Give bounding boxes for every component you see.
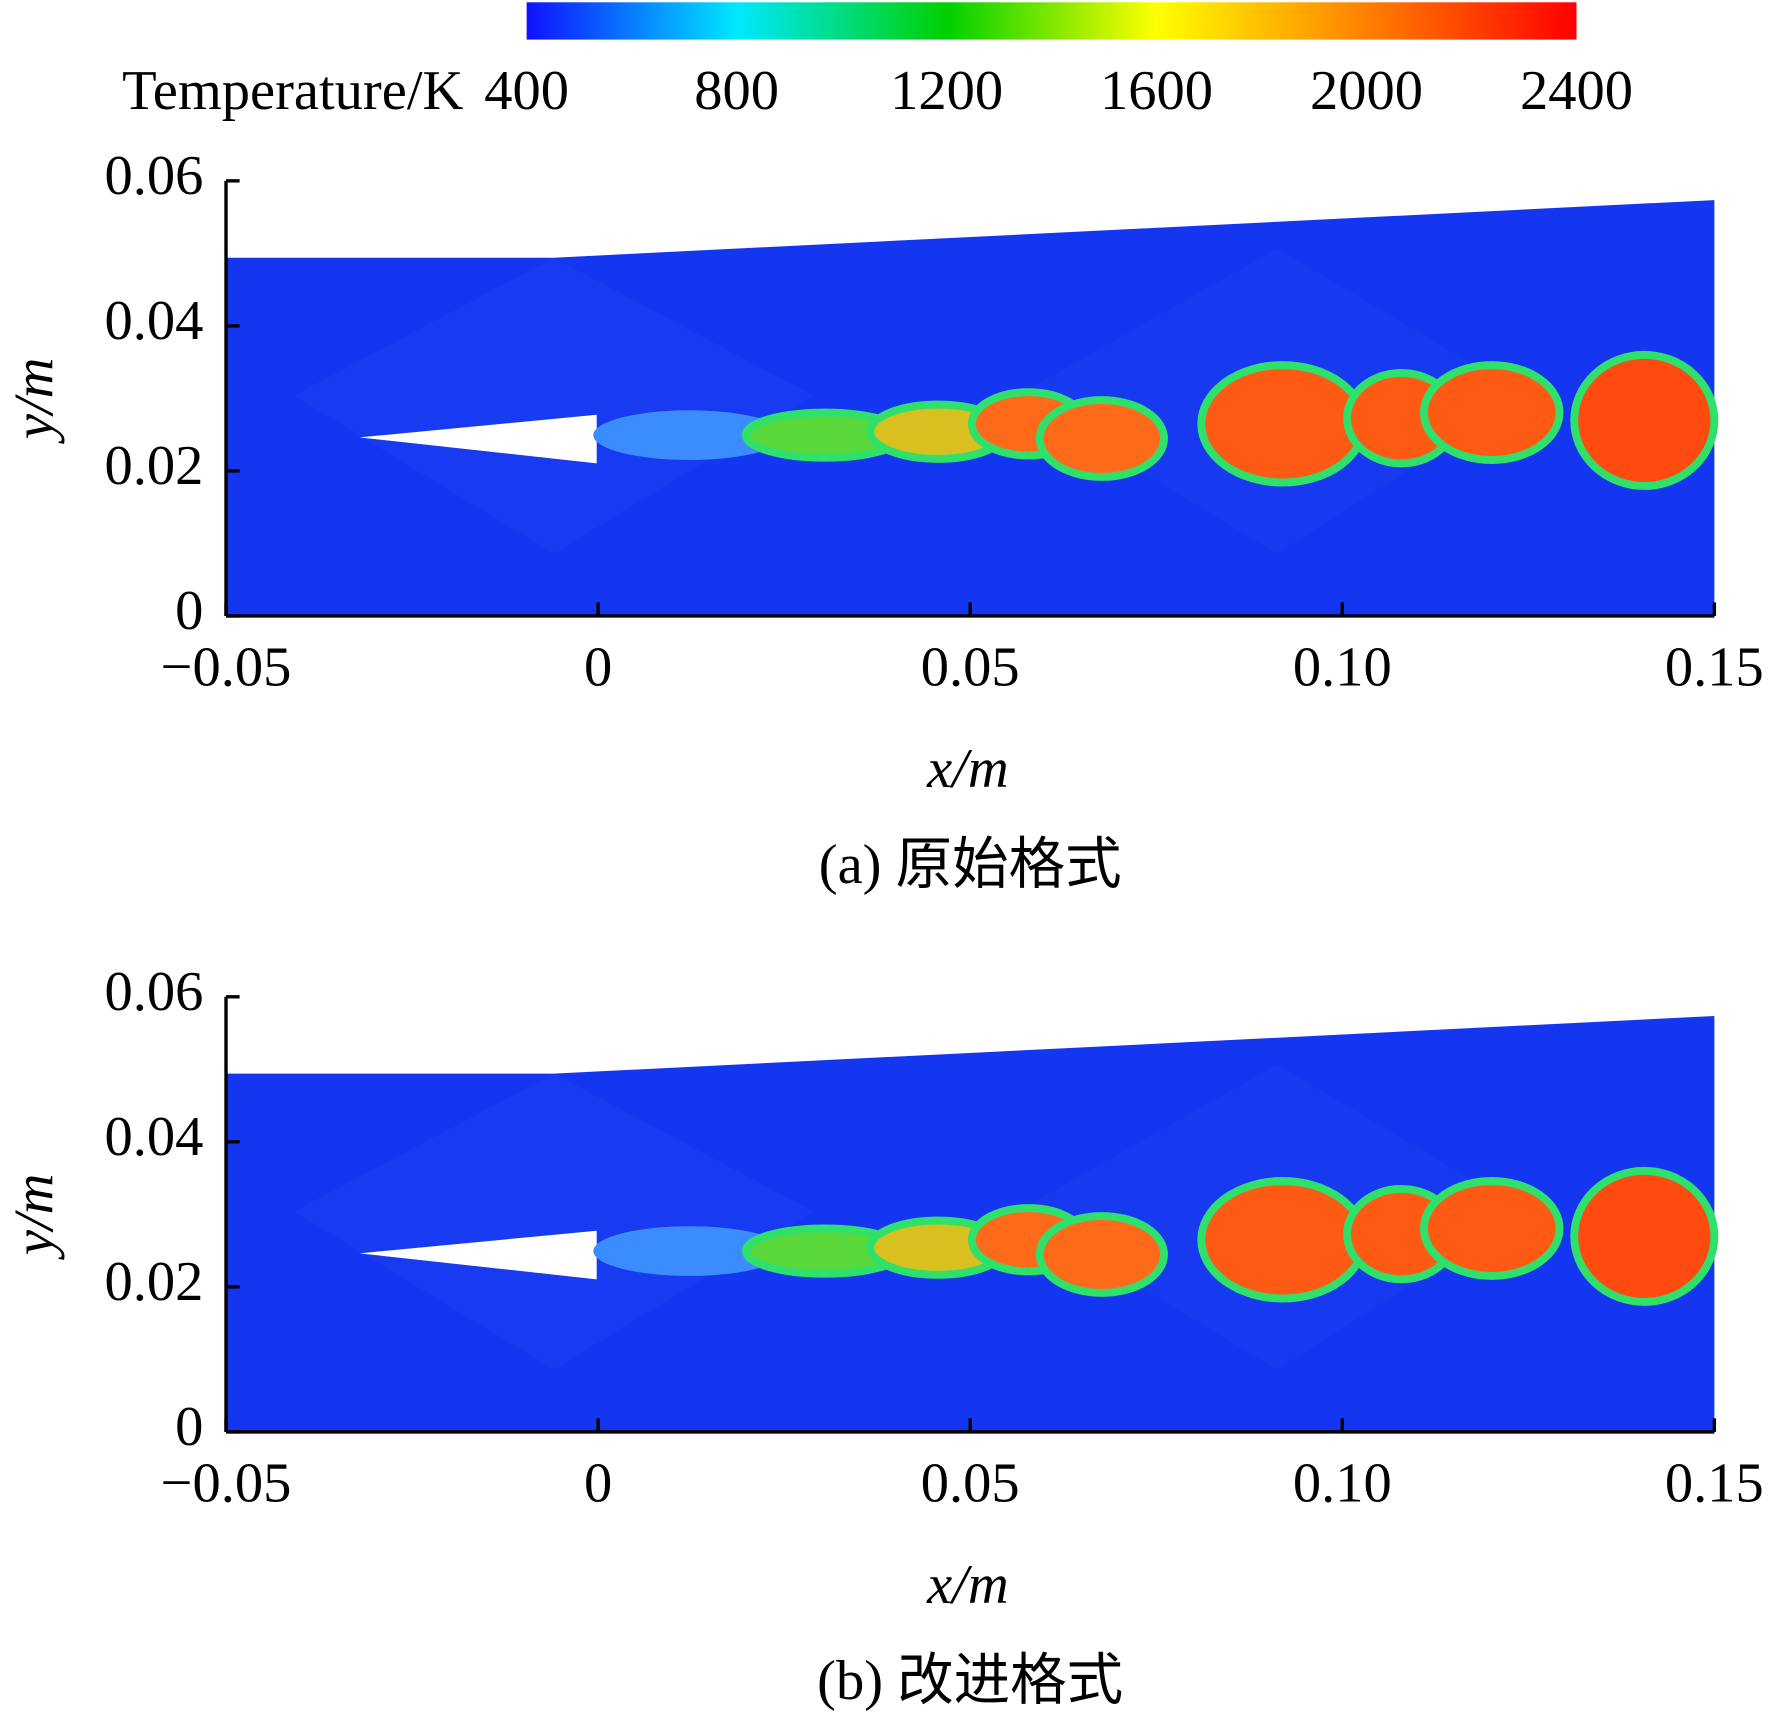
colorbar-tick-label: 400 bbox=[484, 60, 569, 122]
y-tick-label: 0.06 bbox=[105, 961, 204, 1023]
x-tick-label: 0.10 bbox=[1293, 1452, 1392, 1514]
y-axis-label: y/m bbox=[4, 358, 66, 445]
x-tick-label: −0.05 bbox=[161, 1452, 292, 1514]
colorbar-tick-label: 800 bbox=[694, 60, 779, 122]
panel-caption: (b) 改进格式 bbox=[817, 1650, 1123, 1712]
y-tick-label: 0 bbox=[175, 580, 203, 642]
y-tick-label: 0.02 bbox=[105, 435, 204, 497]
y-tick-label: 0.04 bbox=[105, 290, 204, 352]
y-tick-label: 0.06 bbox=[105, 145, 204, 207]
colorbar-tick-label: 1200 bbox=[890, 60, 1003, 122]
y-tick-label: 0.02 bbox=[105, 1251, 204, 1313]
x-tick-label: 0.10 bbox=[1293, 636, 1392, 698]
colorbar-tick-label: 2400 bbox=[1520, 60, 1633, 122]
x-tick-label: 0 bbox=[584, 636, 612, 698]
x-tick-label: 0.15 bbox=[1665, 636, 1764, 698]
y-tick-label: 0.04 bbox=[105, 1106, 204, 1168]
y-axis-label: y/m bbox=[4, 1174, 66, 1261]
colorbar-tick-label: 1600 bbox=[1100, 60, 1213, 122]
x-axis-label: x/m bbox=[926, 738, 1009, 800]
colorbar-label: Temperature/K bbox=[122, 60, 463, 122]
x-tick-label: 0.05 bbox=[921, 636, 1020, 698]
x-tick-label: 0.15 bbox=[1665, 1452, 1764, 1514]
temperature-field bbox=[226, 1016, 1714, 1432]
x-tick-label: 0 bbox=[584, 1452, 612, 1514]
y-tick-label: 0 bbox=[175, 1396, 203, 1458]
panel-caption: (a) 原始格式 bbox=[819, 834, 1122, 896]
x-axis-label: x/m bbox=[926, 1554, 1009, 1616]
x-tick-label: 0.05 bbox=[921, 1452, 1020, 1514]
colorbar-tick-label: 2000 bbox=[1310, 60, 1423, 122]
colorbar bbox=[526, 2, 1577, 40]
x-tick-label: −0.05 bbox=[161, 636, 292, 698]
temperature-field bbox=[226, 200, 1714, 616]
